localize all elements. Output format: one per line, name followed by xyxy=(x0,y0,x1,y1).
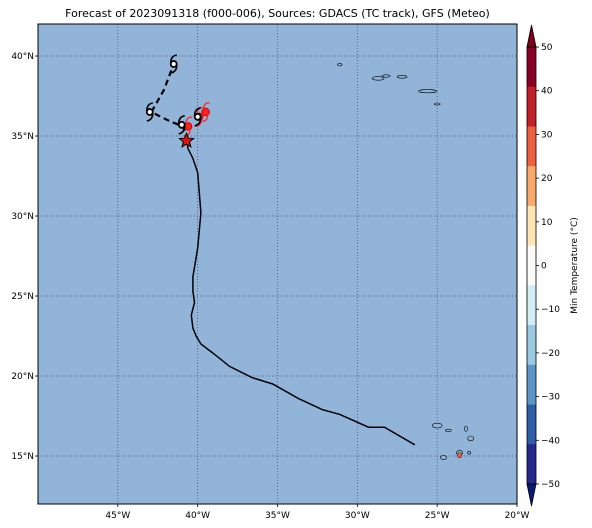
lat-tick-label: 25°N xyxy=(11,292,34,302)
cyclone-symbol xyxy=(169,54,178,74)
lat-tick-label: 20°N xyxy=(11,372,34,382)
red-cyclone-arm xyxy=(201,115,209,122)
lat-tick-label: 30°N xyxy=(11,212,34,222)
colorbar-segment xyxy=(527,47,536,88)
colorbar-segment xyxy=(527,285,536,326)
lat-tick-label: 40°N xyxy=(11,52,34,62)
island-outline xyxy=(337,63,343,67)
colorbar-segment xyxy=(527,86,536,127)
cyclone-symbol-arm xyxy=(145,102,153,112)
cyclone-symbol-arm xyxy=(146,112,154,122)
cyclone-symbol-core xyxy=(169,60,178,68)
colorbar-tick-label: 20 xyxy=(541,174,553,184)
colorbar: 50 40 30 20 10 0 −10 −20 −30 −40 −50 Min Temperatur… xyxy=(526,24,580,507)
cyclone-symbol xyxy=(177,115,186,135)
colorbar-tick-label: −40 xyxy=(541,436,560,446)
map-panel: 45°W 40°W 35°W 30°W 25°W 20°W 15°N 20°N 25°N 30°N… xyxy=(11,23,530,521)
colorbar-segment xyxy=(527,325,536,366)
colorbar-segment xyxy=(527,126,536,167)
island-outline xyxy=(431,422,443,429)
colorbar-tick-label: 50 xyxy=(541,43,553,53)
red-cyclone-symbol xyxy=(201,102,210,122)
island-outline xyxy=(440,455,447,460)
colorbar-tick-label: 40 xyxy=(541,87,553,97)
lon-tick-label: 30°W xyxy=(345,511,370,521)
lon-tick-label: 20°W xyxy=(505,511,530,521)
colorbar-tick-label: 30 xyxy=(541,130,553,140)
island-outline xyxy=(381,74,391,78)
red-cyclone-arm xyxy=(183,130,191,137)
colorbar-tick-label: −50 xyxy=(541,480,560,490)
cyclone-symbol-arm xyxy=(169,54,177,64)
lon-tick-label: 45°W xyxy=(105,511,130,521)
cyclone-symbol-arm xyxy=(194,117,202,127)
colorbar-tick-label: 10 xyxy=(541,218,553,228)
cyclone-symbol xyxy=(145,102,154,122)
island-outline xyxy=(467,451,472,455)
island-outline xyxy=(396,75,408,79)
map-title: Forecast of 2023091318 (f000-006), Sourc… xyxy=(65,7,490,20)
past-track-line xyxy=(185,140,416,446)
lon-tick-label: 40°W xyxy=(185,511,210,521)
island-outline xyxy=(371,76,385,81)
cyclone-symbol-arm xyxy=(178,125,186,135)
lon-tick-label: 35°W xyxy=(265,511,290,521)
colorbar-segment xyxy=(527,205,536,246)
colorbar-segment xyxy=(527,444,536,485)
colorbar-tick-label: −30 xyxy=(541,393,560,403)
colorbar-tick-label: −20 xyxy=(541,349,560,359)
island-temperature-spot xyxy=(456,452,463,459)
cyclone-symbol-arm xyxy=(170,64,178,74)
red-cyclone-core xyxy=(201,107,210,117)
cyclone-symbol-core xyxy=(177,120,186,129)
cyclone-symbol-arm xyxy=(193,107,201,116)
colorbar-tick-label: −10 xyxy=(541,305,560,315)
colorbar-segment xyxy=(527,166,536,207)
colorbar-label: Min Temperature (°C) xyxy=(570,217,580,314)
lat-tick-label: 15°N xyxy=(11,452,34,462)
colorbar-bottom-extension xyxy=(526,483,537,507)
colorbar-segment xyxy=(527,404,536,445)
cyclone-symbol-core xyxy=(193,112,202,121)
island-outline xyxy=(445,428,452,432)
colorbar-segment xyxy=(527,364,536,405)
lat-tick-label: 35°N xyxy=(11,132,34,142)
red-cyclone-arm xyxy=(203,102,210,109)
island-outline xyxy=(467,435,474,442)
cyclone-symbol-core xyxy=(145,108,154,116)
island-outline xyxy=(464,425,468,432)
colorbar-top-extension xyxy=(526,24,537,48)
island-outline xyxy=(433,102,441,106)
red-cyclone-arm xyxy=(185,116,193,123)
cyclone-symbol xyxy=(193,107,202,127)
island-outline xyxy=(418,89,437,94)
colorbar-tick-label: 0 xyxy=(541,262,547,272)
cyclone-symbol-arm xyxy=(177,115,185,124)
current-position-star xyxy=(178,131,195,149)
colorbar-segment xyxy=(527,245,536,286)
lon-tick-label: 25°W xyxy=(425,511,450,521)
